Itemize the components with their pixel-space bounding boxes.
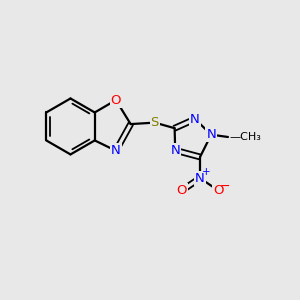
Text: O: O <box>213 184 224 197</box>
Text: O: O <box>111 94 121 106</box>
Text: N: N <box>170 144 180 157</box>
Text: O: O <box>177 184 187 197</box>
Text: +: + <box>202 167 210 177</box>
Text: N: N <box>190 112 200 126</box>
Text: S: S <box>151 116 159 129</box>
Text: −: − <box>220 180 230 193</box>
Text: N: N <box>195 172 205 185</box>
Text: —CH₃: —CH₃ <box>230 132 261 142</box>
Text: N: N <box>111 144 121 157</box>
Text: N: N <box>206 128 216 141</box>
